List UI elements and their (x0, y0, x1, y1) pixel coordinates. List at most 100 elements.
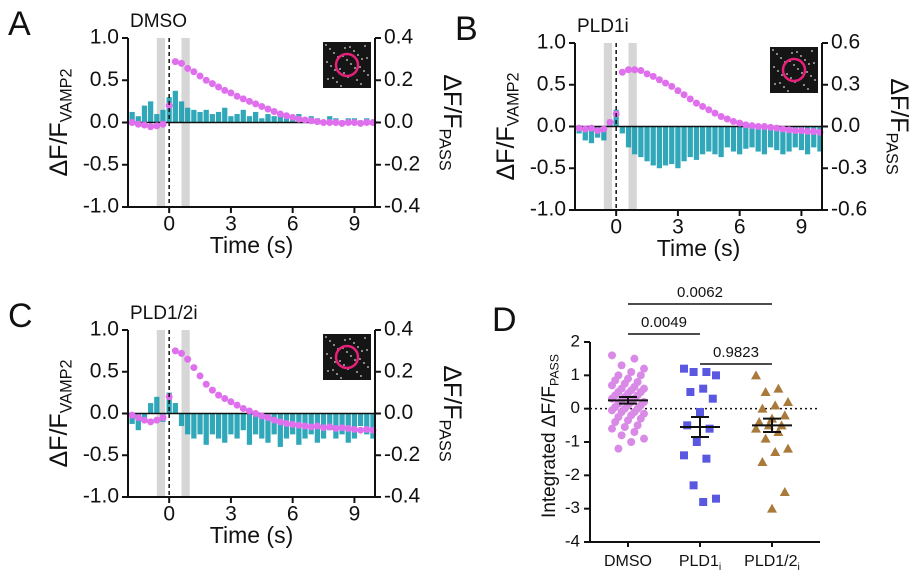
pass-bar (240, 413, 246, 431)
vamp2-point (301, 422, 309, 430)
y2-tick-label: 0.4 (384, 26, 414, 49)
inset-speckle (364, 45, 366, 47)
vamp2-point (239, 95, 247, 103)
x-tick-label: DMSO (604, 553, 652, 570)
pass-bar (582, 126, 588, 141)
inset-speckle (803, 84, 805, 86)
inset-speckle (329, 48, 331, 50)
vamp2-point (748, 122, 756, 130)
y-axis-title: ΔF/FVAMP2 (492, 72, 523, 180)
vamp2-point (767, 123, 775, 131)
vamp2-point (643, 70, 651, 78)
inset-speckle (357, 54, 359, 56)
vamp2-point (153, 416, 161, 424)
data-point (754, 417, 765, 426)
vamp2-point (270, 416, 278, 424)
pass-bar (209, 413, 216, 435)
vamp2-point (282, 112, 290, 120)
pass-bar (370, 413, 376, 439)
vamp2-point (705, 106, 713, 114)
inset-speckle (800, 55, 802, 57)
inset-speckle (353, 50, 355, 52)
y-tick-label: -0.5 (530, 156, 566, 179)
vamp2-point (171, 58, 179, 66)
condition-label: PLD1/2i (130, 303, 198, 324)
x-tick-label-sub: i (719, 562, 721, 572)
y-tick-label: -4 (565, 531, 580, 550)
y-tick-label: -1.0 (530, 198, 566, 221)
data-point (705, 424, 714, 433)
inset-roi (334, 52, 360, 78)
y2-tick-label: -0.6 (831, 198, 867, 221)
vamp2-point (276, 418, 284, 426)
y-axis-title-text: ΔF/F (45, 413, 73, 467)
pass-bar (755, 126, 761, 152)
y-tick-label: -1.0 (83, 195, 119, 218)
y2-tick-label: 0.2 (384, 68, 413, 91)
pass-bar (154, 396, 160, 414)
x-tick-label: 3 (225, 213, 237, 236)
vamp2-point (363, 425, 371, 433)
inset-speckle (330, 65, 332, 67)
x-tick-label: 3 (225, 503, 237, 526)
vamp2-point (215, 83, 223, 91)
vamp2-point (606, 118, 614, 126)
vamp2-point (221, 86, 229, 94)
x-tick-label: 0 (610, 216, 622, 239)
inset-speckle (360, 83, 362, 85)
data-point (640, 434, 648, 443)
vamp2-point (196, 372, 204, 380)
inset-speckle (356, 79, 358, 81)
inset-speckle (364, 337, 366, 339)
inset-speckle (367, 74, 369, 76)
vamp2-point (637, 67, 645, 75)
data-point (696, 408, 704, 416)
pass-bar (197, 111, 203, 123)
data-point (712, 494, 720, 503)
vamp2-point (190, 364, 198, 372)
p-value: 0.9823 (713, 344, 759, 361)
data-point (702, 368, 711, 376)
pass-bar (798, 126, 805, 151)
vamp2-point (178, 59, 186, 67)
y-axis-title-sub: PASS (548, 354, 562, 386)
vamp2-point (699, 102, 707, 110)
vamp2-point (215, 391, 223, 399)
inset-speckle (806, 71, 808, 73)
y2-tick-label: -0.2 (384, 152, 420, 175)
inset-speckle (790, 77, 792, 79)
inset-speckle (363, 362, 365, 364)
pass-bar (706, 126, 712, 152)
data-point (779, 487, 790, 496)
pass-bar (222, 413, 228, 443)
pass-bar (737, 126, 743, 155)
inset-speckle (801, 72, 803, 74)
data-point (692, 438, 701, 446)
data-point (624, 416, 632, 425)
data-point (608, 406, 616, 415)
x-tick-label: PLD1i (679, 553, 721, 572)
data-point (680, 364, 688, 373)
data-point (608, 351, 616, 360)
data-point (689, 368, 698, 376)
pass-bar (283, 118, 290, 123)
inset-speckle (344, 47, 346, 49)
vamp2-point (575, 124, 583, 132)
x-tick-label: 9 (349, 213, 361, 236)
data-point (757, 457, 768, 466)
x-axis-title: Time (s) (657, 235, 740, 261)
pass-bar (215, 111, 222, 123)
vamp2-point (307, 423, 315, 431)
pass-bar (804, 126, 811, 155)
pass-bar (228, 413, 234, 435)
data-point (617, 431, 626, 440)
pass-bar (638, 126, 644, 158)
x-axis-title: Time (s) (210, 522, 293, 548)
inset-speckle (353, 342, 355, 344)
pass-bar (749, 126, 755, 148)
data-point (751, 423, 761, 433)
vamp2-point (196, 72, 204, 80)
vamp2-point (252, 410, 260, 417)
y-tick-label: 0.0 (90, 110, 119, 133)
